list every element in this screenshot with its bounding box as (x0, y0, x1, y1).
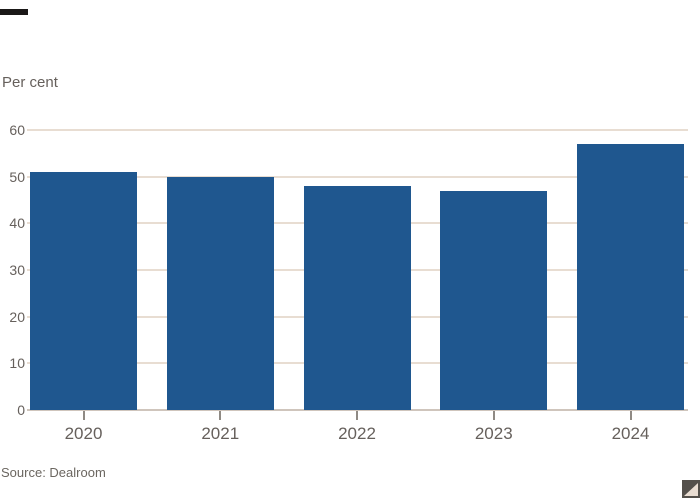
bar-2024 (577, 144, 684, 410)
x-axis-tick (492, 411, 495, 420)
bar-2023 (440, 190, 548, 410)
expand-corner-button[interactable] (682, 480, 700, 498)
bar-2020 (30, 172, 137, 410)
x-axis-tick (629, 411, 632, 420)
gridline-60 (27, 129, 688, 131)
source-caption: Source: Dealroom (1, 465, 106, 480)
x-axis-tick-label: 2020 (64, 424, 103, 443)
x-axis-tick-label: 2023 (474, 424, 513, 443)
gridline-0 (27, 409, 688, 411)
y-axis-tick-label: 40 (9, 215, 25, 232)
x-axis-tick (356, 411, 358, 420)
x-axis-tick-label: 2024 (611, 424, 650, 443)
x-axis-tick-label: 2022 (338, 424, 376, 443)
y-axis-tick-label: 50 (9, 168, 25, 185)
y-axis-tick-label: 60 (9, 122, 25, 138)
x-axis-tick (219, 411, 222, 420)
gridline-50 (27, 175, 688, 178)
bar-2022 (303, 186, 411, 410)
x-axis-tick (82, 411, 85, 420)
corner-triangle-icon (684, 483, 698, 496)
y-axis-tick-label: 10 (9, 355, 25, 372)
y-axis-tick-label: 20 (9, 308, 25, 325)
bar-2021 (166, 176, 274, 410)
ft-tag-bar-icon (0, 9, 28, 15)
y-axis-tick-label: 30 (9, 262, 25, 278)
y-axis-tick-label: 0 (17, 402, 25, 418)
x-axis-tick-label: 2021 (201, 424, 240, 443)
y-axis-unit-label: Per cent (2, 74, 58, 91)
